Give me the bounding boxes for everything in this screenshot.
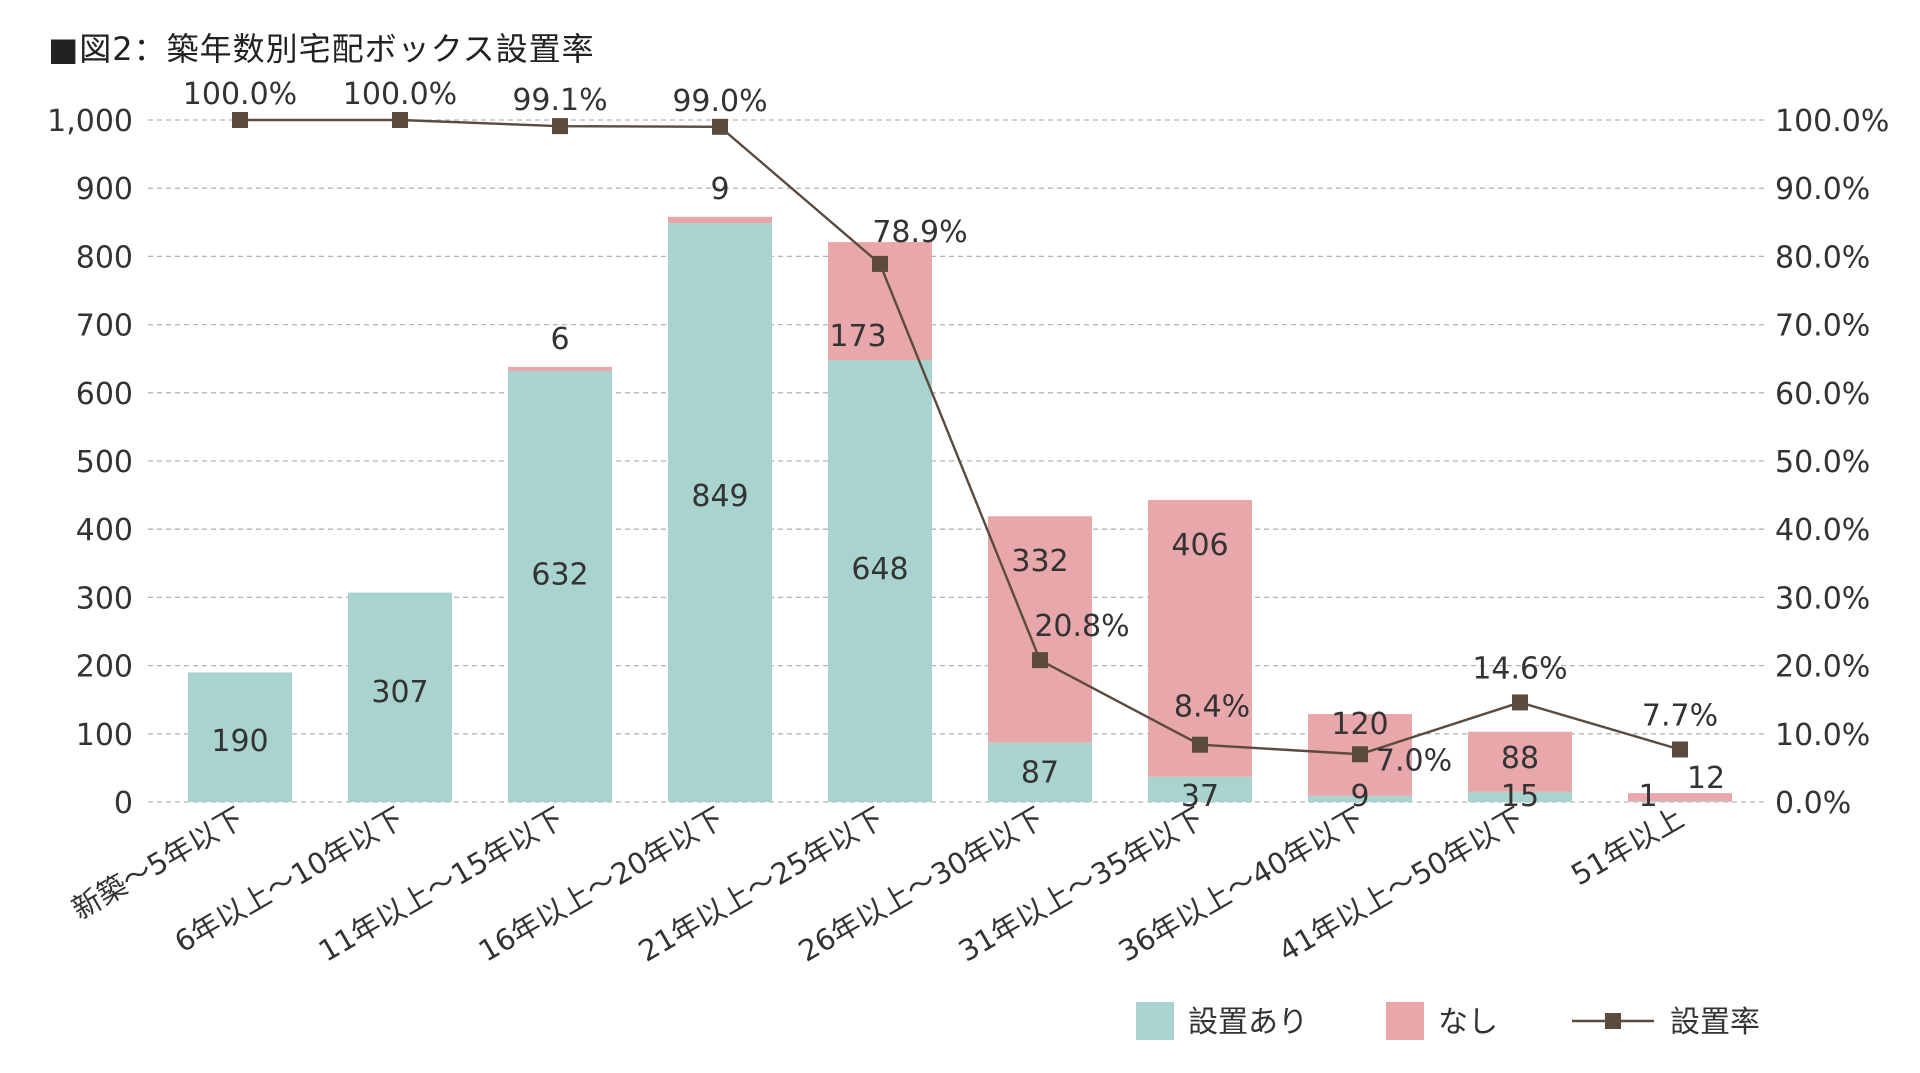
rate-line [232, 112, 1688, 763]
legend-label-installed: 設置あり [1188, 1005, 1308, 1040]
bar-label-installed: 9 [1350, 779, 1369, 814]
bar-installed [1468, 791, 1572, 802]
bar-installed [1628, 801, 1732, 802]
rate-line-path [240, 118, 1681, 756]
bar-installed [1308, 795, 1412, 802]
bar-label-installed: 87 [1021, 756, 1059, 791]
y-axis-right: 0.0% 10.0% 20.0% 30.0% 40.0% 50.0% 60.0% 70.0% 8… [1775, 104, 1889, 821]
rate-label: 14.6% [1472, 651, 1567, 686]
bar-installed [188, 672, 292, 802]
y-right-tick-label: 50.0% [1775, 445, 1870, 480]
legend-swatch-installed [1136, 1002, 1174, 1040]
y-left-tick-label: 0 [114, 786, 133, 821]
bar-label-none: 120 [1331, 707, 1388, 742]
rate-label: 100.0% [183, 77, 297, 112]
bar-none [1628, 793, 1732, 802]
y-left-tick-label: 800 [76, 240, 133, 275]
bar-label-installed: 632 [531, 558, 588, 593]
rate-labels: 100.0% 100.0% 99.1% 99.0% 78.9% 20.8% 8.4% 7.0%… [183, 77, 1718, 778]
bar-label-installed: 849 [691, 479, 748, 514]
bar-label-installed: 307 [371, 675, 428, 710]
bar-label-none: 12 [1687, 761, 1725, 796]
rate-label: 100.0% [343, 77, 457, 112]
bar-installed [348, 592, 452, 802]
bar-label-installed: 1 [1638, 779, 1657, 814]
bar-installed [668, 222, 772, 802]
bar-label-none: 332 [1011, 544, 1068, 579]
y-right-tick-label: 70.0% [1775, 309, 1870, 344]
rate-label: 7.0% [1376, 743, 1452, 778]
rate-marker [1512, 694, 1528, 711]
rate-marker [872, 255, 888, 272]
y-left-tick-label: 600 [76, 377, 133, 412]
rate-marker [552, 118, 568, 135]
rate-marker [1032, 652, 1048, 669]
rate-label: 78.9% [872, 215, 967, 250]
bar-label-installed: 190 [211, 724, 268, 759]
bar-none [1468, 731, 1572, 792]
y-right-tick-label: 90.0% [1775, 172, 1870, 207]
legend: 設置あり なし 設置率 [1136, 1002, 1760, 1040]
y-axis-left: 0 100 200 300 400 500 600 700 800 900 1,000 [47, 104, 133, 821]
bar-none [508, 366, 612, 371]
bar-label-none: 9 [710, 172, 729, 207]
rate-marker [1672, 741, 1688, 758]
y-left-tick-label: 100 [76, 718, 133, 753]
y-left-tick-label: 900 [76, 172, 133, 207]
bar-label-none: 173 [829, 319, 886, 354]
y-left-tick-label: 500 [76, 445, 133, 480]
rate-label: 8.4% [1174, 690, 1250, 725]
y-right-tick-label: 40.0% [1775, 513, 1870, 548]
bar-none [1148, 499, 1252, 777]
bar-label-installed: 15 [1501, 779, 1539, 814]
bar-label-none: 406 [1171, 528, 1228, 563]
bar-installed [988, 742, 1092, 802]
y-left-tick-label: 700 [76, 309, 133, 344]
bar-installed [508, 370, 612, 802]
bar-installed [1148, 776, 1252, 802]
category-labels: 新築～5年以下6年以上～10年以下11年以上～15年以下16年以上～20年以下2… [66, 801, 1690, 969]
legend-marker-rate [1605, 1013, 1621, 1029]
y-right-tick-label: 60.0% [1775, 377, 1870, 412]
category-label: 51年以上 [1565, 801, 1689, 892]
rate-label: 99.1% [512, 83, 607, 118]
legend-label-none: なし [1438, 1005, 1498, 1040]
bar-installed [828, 360, 932, 802]
y-left-tick-label: 200 [76, 650, 133, 685]
y-right-tick-label: 10.0% [1775, 718, 1870, 753]
y-right-tick-label: 0.0% [1775, 786, 1851, 821]
bar-labels: 1903076326849964817387332374069120158811… [211, 172, 1725, 814]
bar-label-installed: 37 [1181, 779, 1219, 814]
y-right-tick-label: 20.0% [1775, 650, 1870, 685]
y-right-tick-label: 30.0% [1775, 581, 1870, 616]
y-left-tick-label: 1,000 [47, 104, 133, 139]
bar-none [668, 216, 772, 223]
y-right-tick-label: 80.0% [1775, 240, 1870, 275]
y-right-tick-label: 100.0% [1775, 104, 1889, 139]
legend-swatch-none [1386, 1002, 1424, 1040]
bar-label-none: 88 [1501, 741, 1539, 776]
rate-marker [712, 118, 728, 135]
rate-marker [1192, 736, 1208, 753]
rate-marker [232, 112, 248, 128]
bar-label-none: 6 [550, 322, 569, 357]
bars [188, 216, 1732, 802]
rate-label: 99.0% [672, 84, 767, 119]
y-left-tick-label: 400 [76, 513, 133, 548]
bar-none [988, 516, 1092, 743]
rate-label: 7.7% [1642, 698, 1718, 733]
bar-label-installed: 648 [851, 552, 908, 587]
rate-label: 20.8% [1034, 609, 1129, 644]
rate-marker [1352, 746, 1368, 763]
y-left-tick-label: 300 [76, 581, 133, 616]
legend-label-rate: 設置率 [1670, 1005, 1760, 1040]
rate-marker [392, 112, 408, 128]
chart-title: ■図2：築年数別宅配ボックス設置率 [48, 30, 595, 68]
